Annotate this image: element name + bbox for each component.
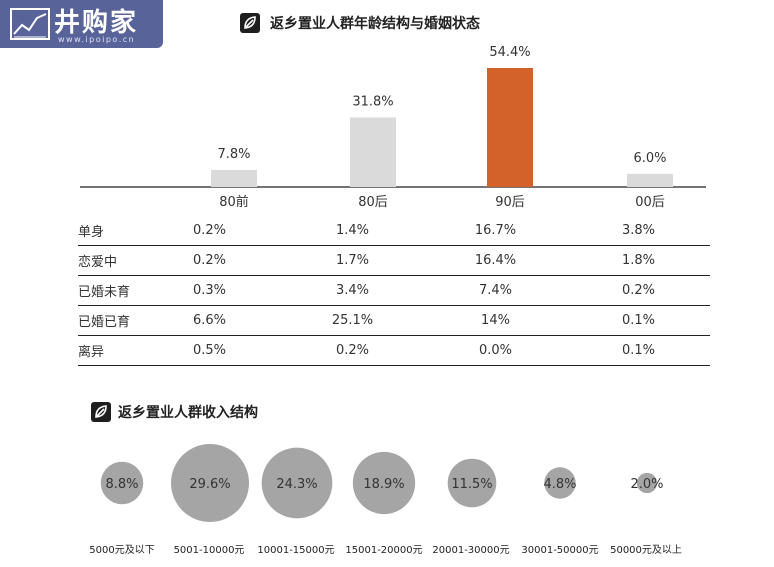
logo-text: 井购家 <box>54 8 139 38</box>
table-row: 离异 0.5% 0.2% 0.0% 0.1% <box>78 335 710 366</box>
bar-value-label: 54.4% <box>489 45 530 60</box>
row-label: 单身 <box>78 216 138 246</box>
table-cell: 16.7% <box>424 216 567 246</box>
table-cell: 16.4% <box>424 245 567 276</box>
bubble-value-label: 11.5% <box>451 477 492 492</box>
age-bar-chart: 7.8% 80前 31.8% 80后 54.4% 90后 6.0% 00后 <box>80 45 706 210</box>
bar-1 <box>350 117 396 187</box>
income-category-label: 5000元及以下 <box>89 545 155 556</box>
table-cell: 0.2% <box>138 216 281 246</box>
category-label: 90后 <box>495 195 525 210</box>
table-row: 已婚已育 6.6% 25.1% 14% 0.1% <box>78 305 710 336</box>
bubble-value-label: 4.8% <box>543 477 576 492</box>
table-row: 已婚未育 0.3% 3.4% 7.4% 0.2% <box>78 275 710 306</box>
bar-3 <box>627 173 673 187</box>
income-bubble <box>100 461 144 505</box>
row-label: 已婚已育 <box>78 305 138 336</box>
marital-status-table: 单身 0.2% 1.4% 16.7% 3.8% 恋爱中 0.2% 1.7% 16.4% 1.8% 已… <box>78 216 710 366</box>
bubble-value-label: 2.0% <box>630 477 663 492</box>
bubble-value-label: 8.8% <box>105 477 138 492</box>
bar-0 <box>211 169 257 187</box>
category-label: 00后 <box>635 195 665 210</box>
income-section-title: 返乡置业人群收入结构 <box>118 405 258 421</box>
income-bubble <box>447 458 497 508</box>
row-label: 离异 <box>78 335 138 366</box>
table-cell: 0.3% <box>138 275 281 306</box>
bubble-value-label: 29.6% <box>189 477 230 492</box>
income-category-label: 50000元及以上 <box>610 545 682 556</box>
table-cell: 0.2% <box>281 335 424 366</box>
table-cell: 3.4% <box>281 275 424 306</box>
table-cell: 1.7% <box>281 245 424 276</box>
leaf-icon <box>91 402 111 422</box>
category-label: 80前 <box>219 194 249 210</box>
income-category-label: 10001-15000元 <box>257 545 335 556</box>
leaf-icon <box>240 13 260 33</box>
table-row: 恋爱中 0.2% 1.7% 16.4% 1.8% <box>78 245 710 276</box>
income-bubble <box>544 467 576 499</box>
bar-value-label: 7.8% <box>217 147 250 162</box>
row-label: 已婚未育 <box>78 275 138 306</box>
bubble-value-label: 24.3% <box>276 477 317 492</box>
table-cell: 6.6% <box>138 305 281 336</box>
bar-value-label: 6.0% <box>633 151 666 166</box>
table-cell: 14% <box>424 305 567 336</box>
site-logo: 井购家 www.ipoipo.cn <box>0 0 163 48</box>
table-cell: 0.1% <box>567 335 710 366</box>
income-bubble <box>171 444 249 522</box>
table-cell: 0.2% <box>138 245 281 276</box>
income-bubble <box>261 447 333 519</box>
table-cell: 7.4% <box>424 275 567 306</box>
income-category-label: 5001-10000元 <box>173 545 245 556</box>
row-label: 恋爱中 <box>78 245 138 276</box>
category-label: 80后 <box>358 195 388 210</box>
table-cell: 25.1% <box>281 305 424 336</box>
table-cell: 3.8% <box>567 216 710 246</box>
income-bubble <box>352 451 416 515</box>
bubble-value-label: 18.9% <box>363 477 404 492</box>
income-category-label: 20001-30000元 <box>432 545 510 556</box>
table-cell: 1.4% <box>281 216 424 246</box>
table-row: 单身 0.2% 1.4% 16.7% 3.8% <box>78 216 710 246</box>
income-category-label: 30001-50000元 <box>521 545 599 556</box>
income-bubble <box>636 472 658 494</box>
logo-url: www.ipoipo.cn <box>58 35 136 44</box>
table-cell: 0.1% <box>567 305 710 336</box>
age-section-title: 返乡置业人群年龄结构与婚姻状态 <box>270 16 480 32</box>
bar-2 <box>487 68 533 187</box>
income-category-label: 15001-20000元 <box>345 545 423 556</box>
table-cell: 1.8% <box>567 245 710 276</box>
table-cell: 0.0% <box>424 335 567 366</box>
table-cell: 0.2% <box>567 275 710 306</box>
chart-logo-icon <box>10 8 50 40</box>
table-cell: 0.5% <box>138 335 281 366</box>
bar-value-label: 31.8% <box>352 94 393 109</box>
